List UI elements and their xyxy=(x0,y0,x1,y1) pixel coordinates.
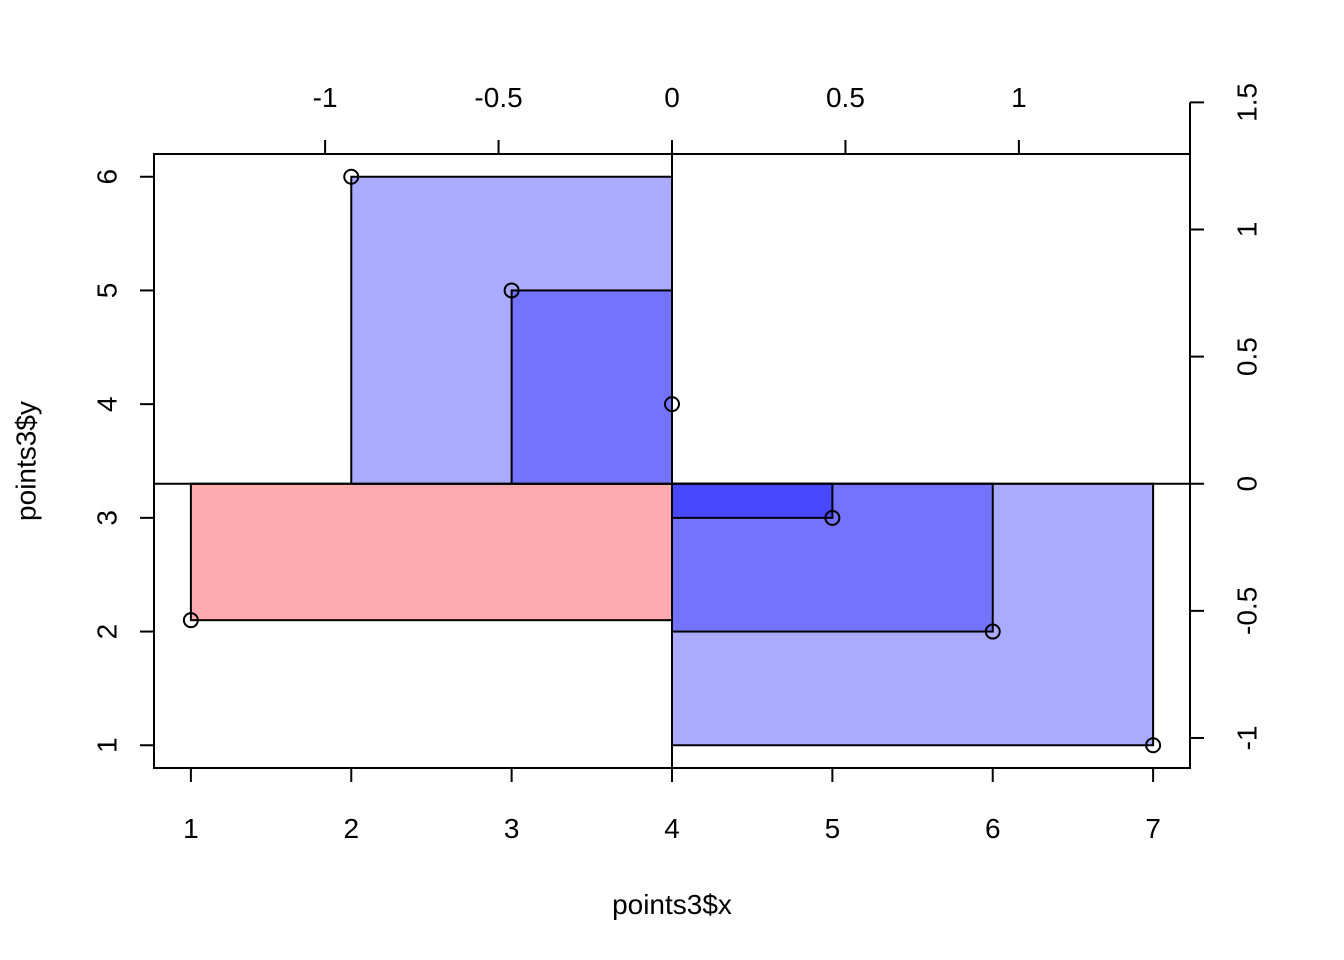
x-axis-bottom: 1 2 3 4 5 6 7 xyxy=(183,767,1161,844)
data-rect-1 xyxy=(189,482,674,622)
data-point-6 xyxy=(984,623,1001,640)
data-point-4 xyxy=(664,396,680,413)
x-axis-label: points3$x xyxy=(612,889,732,920)
y-tick-label-right: 1.5 xyxy=(1232,83,1263,122)
y-axis-left: 1 2 3 4 5 6 xyxy=(92,169,155,753)
x-tick-label-bottom: 4 xyxy=(664,813,680,844)
data-point-7 xyxy=(1145,737,1162,754)
y-tick-label-left: 1 xyxy=(92,737,123,753)
data-rect-6 xyxy=(671,482,834,519)
data-point-1 xyxy=(182,612,199,629)
data-point-3 xyxy=(503,282,520,299)
x-tick-label-bottom: 3 xyxy=(504,813,520,844)
y-tick-label-left: 3 xyxy=(92,510,123,526)
y-axis-right: -1 -0.5 0 0.5 1 1.5 xyxy=(1189,83,1263,751)
x-tick-label-top: 0.5 xyxy=(826,82,865,113)
y-tick-label-left: 6 xyxy=(92,169,123,185)
data-rect-3 xyxy=(510,289,673,485)
data-point-5 xyxy=(824,509,841,526)
x-tick-label-bottom: 5 xyxy=(825,813,841,844)
y-tick-label-right: -1 xyxy=(1232,726,1263,751)
y-tick-label-right: 0.5 xyxy=(1232,337,1263,376)
x-tick-label-top: -1 xyxy=(313,82,338,113)
y-tick-label-left: 2 xyxy=(92,624,123,640)
y-tick-label-right: 0 xyxy=(1232,476,1263,492)
y-tick-label-left: 4 xyxy=(92,396,123,412)
x-tick-label-top: 0 xyxy=(664,82,680,113)
y-tick-label-left: 5 xyxy=(92,283,123,299)
y-tick-label-right: 1 xyxy=(1232,222,1263,238)
y-axis-label: points3$y xyxy=(11,401,42,521)
x-tick-label-bottom: 7 xyxy=(1145,813,1161,844)
x-tick-label-bottom: 1 xyxy=(183,813,199,844)
rectangle-layer xyxy=(189,175,1155,747)
data-point-2 xyxy=(343,168,360,185)
x-tick-label-bottom: 2 xyxy=(343,813,359,844)
x-axis-top: -1 -0.5 0 0.5 1 xyxy=(313,82,1027,155)
point-layer xyxy=(182,168,1162,754)
x-tick-label-bottom: 6 xyxy=(985,813,1001,844)
x-tick-label-top: 1 xyxy=(1011,82,1027,113)
x-tick-label-top: -0.5 xyxy=(474,82,522,113)
reference-line-layer xyxy=(154,154,1190,768)
y-tick-label-right: -0.5 xyxy=(1232,587,1263,635)
